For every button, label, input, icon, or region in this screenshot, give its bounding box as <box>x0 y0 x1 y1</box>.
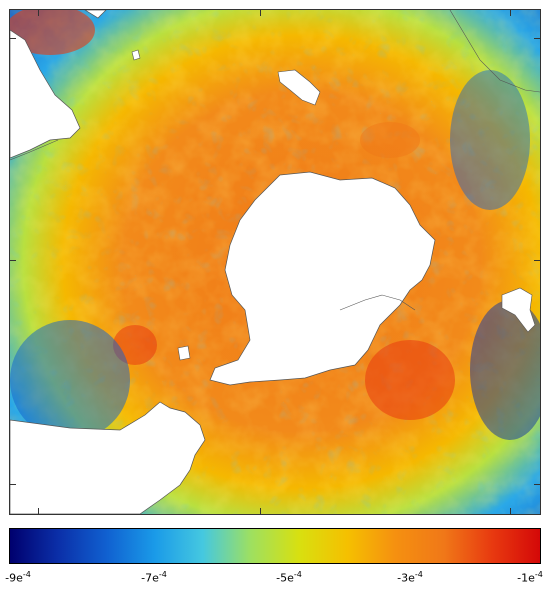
ice-shelf-line <box>339 294 416 311</box>
cool-region-ne <box>450 70 530 210</box>
frame-tick <box>260 508 261 514</box>
frame-tick <box>534 260 540 261</box>
cool-region-sw <box>10 320 130 440</box>
colorbar-tick-label: -1e-4 <box>517 570 543 585</box>
island-small-west <box>177 345 191 361</box>
hot-spot-east <box>365 340 455 420</box>
hot-spot-north <box>360 122 420 158</box>
frame-tick <box>534 38 540 39</box>
colorbar <box>9 528 541 564</box>
frame-tick <box>10 260 16 261</box>
island-small-north <box>131 49 141 61</box>
coastline-northeast <box>449 10 540 93</box>
frame-tick <box>510 508 511 514</box>
frame-tick <box>10 484 16 485</box>
map-panel <box>9 9 541 515</box>
frame-tick <box>534 484 540 485</box>
frame-tick <box>38 508 39 514</box>
colorbar-tick-label: -5e-4 <box>276 570 302 585</box>
frame-tick <box>260 10 261 16</box>
frame-tick <box>38 10 39 16</box>
island-north <box>277 69 321 106</box>
colorbar-tick-label: -9e-4 <box>5 570 31 585</box>
landmass-north-top <box>84 10 107 19</box>
warm-corner-nw <box>10 10 95 55</box>
island-east <box>501 287 536 333</box>
colorbar-tick-label: -7e-4 <box>141 570 167 585</box>
landmass-south-continent <box>10 401 206 514</box>
central-landmass <box>209 171 436 386</box>
frame-tick <box>10 38 16 39</box>
colorbar-tick-label: -3e-4 <box>397 570 423 585</box>
field-map <box>10 10 540 514</box>
landmass-northwest <box>10 29 81 159</box>
frame-tick <box>510 10 511 16</box>
coastline-west <box>10 139 59 161</box>
cool-region-se <box>470 300 540 440</box>
